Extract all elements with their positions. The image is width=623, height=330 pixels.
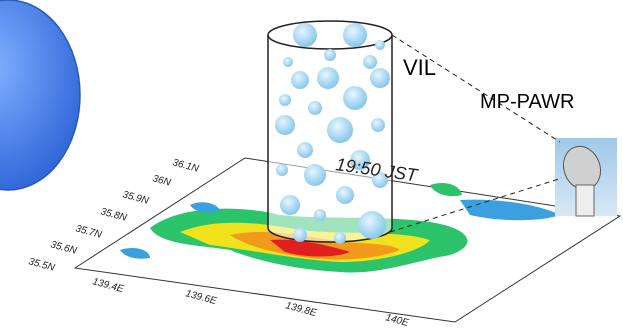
vil-label: VIL [403,55,436,80]
radar-photo [555,138,617,216]
lat-label: 36N [151,173,172,189]
lat-label: 35.5N [27,256,56,274]
lon-label: 139.8E [284,300,318,319]
lat-label: 35.7N [74,223,103,241]
diagram: VIL MP-PAWR 19:50 JST 36.1N 36N 35.9N 35… [0,0,623,330]
lon-label: 139.6E [184,288,218,307]
lat-label: 35.8N [99,206,128,224]
radar-label: MP-PAWR [480,91,574,113]
lat-label: 35.6N [49,239,78,257]
blue-ellipse [0,0,80,190]
lat-label: 36.1N [171,157,200,175]
lat-label: 35.9N [121,189,150,207]
vil-cylinder [268,21,392,244]
dashed-line [392,35,560,142]
lon-label: 139.4E [91,276,125,295]
